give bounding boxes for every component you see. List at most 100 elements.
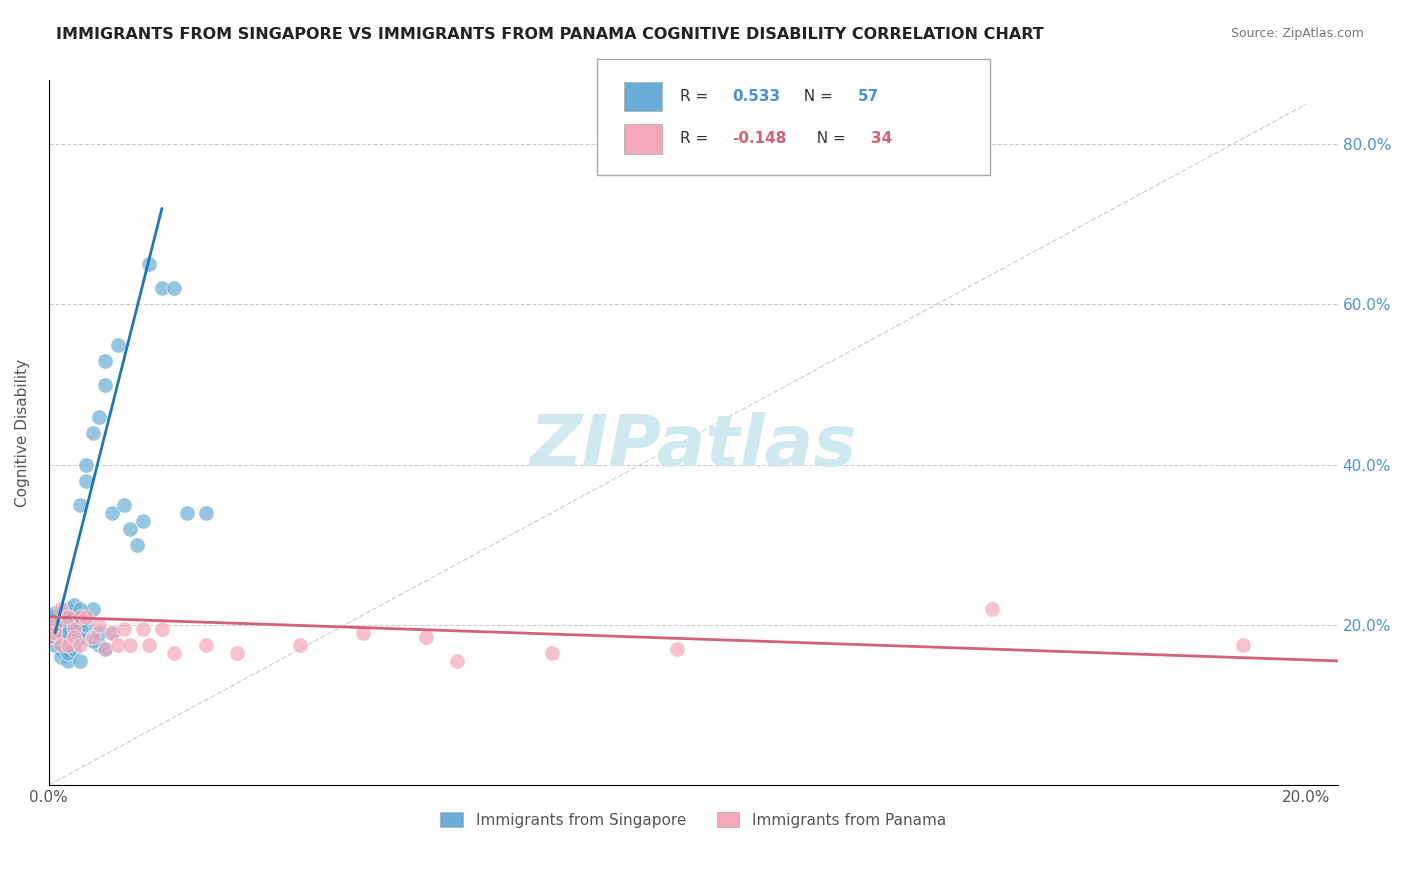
Point [82, 630, 104, 644]
Point [69, 638, 91, 652]
Point [446, 654, 468, 668]
Point [132, 514, 155, 528]
Point [120, 522, 142, 536]
Point [69, 602, 91, 616]
Point [63, 598, 86, 612]
Point [76, 610, 98, 624]
Point [51, 641, 73, 656]
Point [82, 602, 104, 616]
Point [352, 626, 374, 640]
Point [163, 646, 186, 660]
Point [38, 626, 60, 640]
Point [290, 638, 312, 652]
Point [44, 618, 66, 632]
Y-axis label: Cognitive Disability: Cognitive Disability [15, 359, 30, 507]
Point [63, 641, 86, 656]
Point [44, 618, 66, 632]
Point [87, 618, 110, 632]
Text: R =: R = [681, 131, 713, 146]
Point [163, 281, 186, 295]
Text: ZIPatlas: ZIPatlas [530, 412, 856, 482]
Point [415, 630, 437, 644]
Point [94, 641, 117, 656]
Point [63, 618, 86, 632]
Point [51, 649, 73, 664]
Point [63, 610, 86, 624]
Point [138, 638, 160, 652]
Text: -0.148: -0.148 [733, 131, 786, 146]
Point [1232, 638, 1254, 652]
Point [56, 638, 79, 652]
Point [38, 630, 60, 644]
Point [38, 622, 60, 636]
Point [44, 606, 66, 620]
Text: R =: R = [681, 89, 713, 103]
Point [76, 458, 98, 472]
Point [51, 614, 73, 628]
FancyBboxPatch shape [624, 81, 662, 112]
Point [120, 638, 142, 652]
Text: Source: ZipAtlas.com: Source: ZipAtlas.com [1230, 27, 1364, 40]
Point [112, 622, 135, 636]
Point [107, 638, 129, 652]
Point [100, 506, 122, 520]
Point [87, 638, 110, 652]
Point [100, 626, 122, 640]
Text: IMMIGRANTS FROM SINGAPORE VS IMMIGRANTS FROM PANAMA COGNITIVE DISABILITY CORRELA: IMMIGRANTS FROM SINGAPORE VS IMMIGRANTS … [56, 27, 1045, 42]
Point [176, 506, 198, 520]
Point [56, 602, 79, 616]
Point [56, 654, 79, 668]
FancyBboxPatch shape [596, 59, 990, 176]
Point [125, 538, 148, 552]
Point [82, 634, 104, 648]
Point [150, 622, 173, 636]
Point [94, 641, 117, 656]
Point [150, 281, 173, 295]
Point [76, 474, 98, 488]
Text: 0.533: 0.533 [733, 89, 780, 103]
Point [56, 646, 79, 660]
Point [44, 610, 66, 624]
Point [44, 630, 66, 644]
Legend: Immigrants from Singapore, Immigrants from Panama: Immigrants from Singapore, Immigrants fr… [434, 805, 952, 834]
Point [69, 630, 91, 644]
Point [194, 506, 217, 520]
Point [112, 498, 135, 512]
Point [107, 337, 129, 351]
Point [69, 610, 91, 624]
Point [38, 622, 60, 636]
Point [100, 626, 122, 640]
Point [69, 498, 91, 512]
Point [38, 618, 60, 632]
Point [51, 638, 73, 652]
Point [63, 622, 86, 636]
Text: 34: 34 [872, 131, 893, 146]
Point [76, 618, 98, 632]
Point [51, 626, 73, 640]
Text: N =: N = [794, 89, 838, 103]
Point [82, 425, 104, 440]
Point [69, 654, 91, 668]
Point [666, 641, 689, 656]
Point [63, 630, 86, 644]
Point [44, 614, 66, 628]
FancyBboxPatch shape [624, 124, 662, 153]
Point [94, 377, 117, 392]
Point [56, 626, 79, 640]
Point [540, 646, 562, 660]
Point [87, 409, 110, 424]
Point [132, 622, 155, 636]
Point [38, 622, 60, 636]
Point [87, 626, 110, 640]
Text: N =: N = [807, 131, 851, 146]
Point [56, 610, 79, 624]
Point [69, 622, 91, 636]
Point [138, 257, 160, 271]
Point [194, 638, 217, 652]
Point [44, 626, 66, 640]
Point [56, 610, 79, 624]
Text: 57: 57 [858, 89, 879, 103]
Point [980, 602, 1002, 616]
Point [51, 634, 73, 648]
Point [44, 622, 66, 636]
